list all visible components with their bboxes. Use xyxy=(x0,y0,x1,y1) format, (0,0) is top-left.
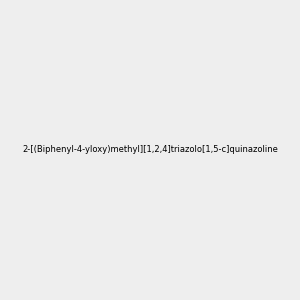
Text: 2-[(Biphenyl-4-yloxy)methyl][1,2,4]triazolo[1,5-c]quinazoline: 2-[(Biphenyl-4-yloxy)methyl][1,2,4]triaz… xyxy=(22,146,278,154)
